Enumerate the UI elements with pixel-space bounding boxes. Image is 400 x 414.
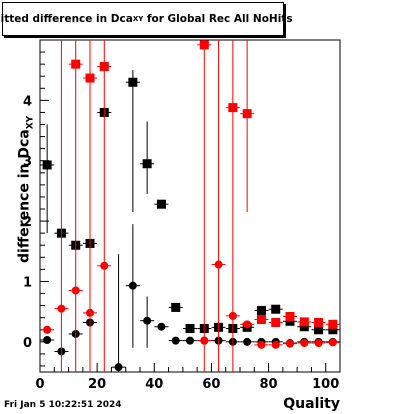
- x-tick-label: 20: [88, 377, 106, 392]
- data-point-square: [271, 304, 281, 314]
- x-tick-label: 100: [312, 377, 339, 392]
- x-tick-label: 60: [202, 377, 220, 392]
- data-point-circle: [128, 281, 137, 290]
- data-point-circle: [214, 260, 223, 269]
- data-point-square: [242, 109, 252, 119]
- data-point-circle: [171, 336, 180, 345]
- y-tick-label: 1: [23, 275, 32, 290]
- data-point-square: [328, 325, 338, 335]
- data-point-circle: [228, 311, 237, 320]
- data-point-circle: [86, 308, 94, 317]
- data-point-circle: [300, 339, 309, 348]
- chart-title-sub: XY: [132, 15, 144, 23]
- data-point-square: [142, 159, 152, 169]
- data-point-square: [299, 322, 309, 332]
- data-point-circle: [271, 340, 280, 349]
- data-point-square: [199, 40, 209, 50]
- data-point-square: [314, 325, 324, 335]
- data-point-circle: [57, 304, 66, 313]
- data-point-circle: [243, 320, 252, 329]
- chart-title-main: Fitted difference in Dca: [0, 13, 133, 25]
- x-tick-label: 0: [35, 377, 44, 392]
- data-point-square: [285, 311, 295, 321]
- data-point-square: [256, 305, 266, 315]
- data-point-circle: [243, 337, 252, 346]
- data-point-square: [42, 160, 52, 170]
- data-point-square: [85, 73, 95, 83]
- data-point-circle: [114, 363, 123, 372]
- plot-frame: [39, 39, 341, 373]
- data-point-circle: [200, 336, 209, 345]
- data-point-square: [156, 199, 166, 209]
- data-point-circle: [286, 339, 294, 348]
- data-point-circle: [143, 316, 152, 325]
- x-tick-label: 80: [260, 377, 278, 392]
- chart-title-tail: for Global Rec All NoHits: [146, 13, 293, 25]
- timestamp: Fri Jan 5 10:22:51 2024: [4, 400, 122, 410]
- y-tick-label: 3: [23, 155, 32, 170]
- data-point-circle: [43, 325, 52, 334]
- y-tick-label: 2: [23, 215, 32, 230]
- data-point-circle: [71, 286, 80, 295]
- data-point-circle: [100, 261, 109, 270]
- data-point-square: [328, 319, 338, 329]
- data-point-circle: [328, 338, 337, 347]
- data-point-square: [228, 103, 238, 113]
- data-point-circle: [314, 339, 323, 348]
- data-point-square: [271, 318, 281, 328]
- y-tick-label: 0: [23, 336, 32, 351]
- data-point-circle: [257, 340, 266, 349]
- x-axis-label: Quality: [283, 396, 340, 412]
- data-point-square: [128, 77, 138, 87]
- data-point-square: [285, 316, 295, 326]
- data-point-square: [185, 324, 195, 334]
- data-point-square: [71, 59, 81, 69]
- data-point-square: [314, 318, 324, 328]
- data-point-square: [99, 62, 109, 72]
- data-point-square: [299, 317, 309, 327]
- x-tick-label: 40: [145, 377, 163, 392]
- data-point-circle: [43, 336, 52, 345]
- data-point-square: [256, 314, 266, 324]
- y-tick-label: 4: [23, 94, 32, 109]
- data-point-circle: [186, 336, 194, 345]
- chart-title: Fitted difference in Dca XY for Global Re…: [0, 2, 293, 36]
- data-point-square: [171, 302, 181, 312]
- data-point-circle: [157, 322, 166, 331]
